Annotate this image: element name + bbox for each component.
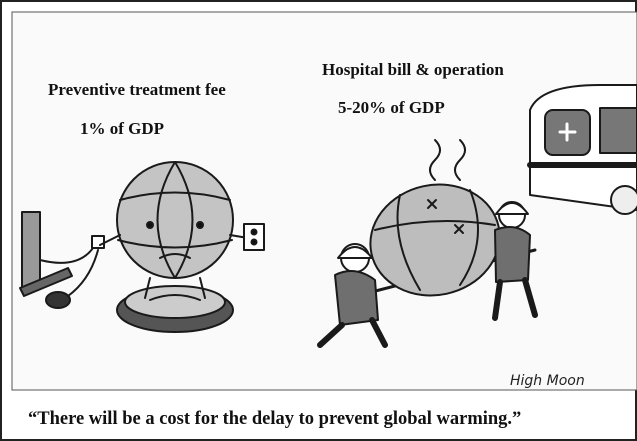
right-cost: 5-20% of GDP bbox=[338, 98, 445, 117]
scale bbox=[117, 286, 233, 332]
right-label: Hospital bill & operation bbox=[322, 60, 504, 79]
cartoon: Preventive treatment fee 1% of GDP Hospi… bbox=[0, 0, 637, 441]
ambulance bbox=[530, 85, 637, 214]
signature: High Moon bbox=[510, 373, 585, 389]
caption: “There will be a cost for the delay to p… bbox=[28, 409, 521, 429]
left-cost: 1% of GDP bbox=[80, 119, 164, 138]
left-label: Preventive treatment fee bbox=[48, 80, 226, 99]
